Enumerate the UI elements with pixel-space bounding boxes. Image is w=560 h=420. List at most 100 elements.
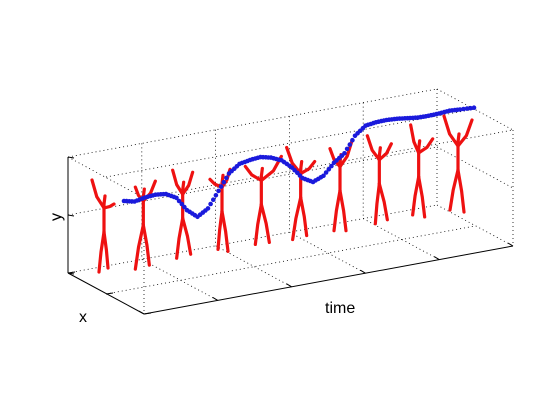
x-tick [105, 292, 114, 295]
figure-arm [171, 168, 185, 196]
figure-leg [181, 216, 193, 256]
x-tick [143, 312, 152, 315]
trajectory-point [213, 193, 219, 198]
figure-head [456, 132, 461, 144]
trajectory-point [342, 151, 347, 156]
figure-leg [175, 216, 185, 260]
figure-arm [181, 170, 195, 196]
stick-figure [328, 139, 354, 233]
trajectory-point [326, 167, 332, 172]
figure-leg [133, 223, 145, 271]
figure-leg [377, 182, 389, 222]
figure-arm [102, 202, 116, 210]
time-grid-floor [141, 259, 218, 301]
time-tick [286, 283, 292, 288]
stick-figure [171, 168, 195, 260]
top-left-edge [67, 156, 145, 199]
x-axis-label: x [79, 309, 87, 326]
figure-leg [220, 209, 230, 253]
floor-right-edge [436, 204, 514, 247]
figure-arm [90, 178, 106, 210]
trajectory-point [468, 105, 473, 111]
trajectory-point [208, 201, 213, 207]
figure-arm [442, 114, 460, 148]
figure-head [259, 166, 264, 179]
trajectory-point [205, 206, 211, 211]
figure-leg [291, 195, 303, 242]
stick-figure [442, 114, 474, 214]
trajectory-point [182, 204, 187, 210]
time-tick [212, 296, 219, 301]
figure-leg [259, 202, 271, 245]
figure-leg [373, 182, 381, 226]
figure-leg [299, 195, 309, 238]
figure-arm [417, 137, 435, 155]
y-tick [67, 214, 75, 217]
figure-arm [365, 134, 381, 162]
stick-figure [243, 154, 283, 247]
trajectory-point [211, 197, 216, 202]
figure-leg [448, 168, 460, 212]
figure-head [417, 139, 422, 151]
stick-figures [90, 114, 474, 274]
trajectory-point [216, 188, 221, 194]
trajectory-point [461, 106, 466, 112]
stick-figure [409, 123, 435, 219]
figure-arm [328, 147, 342, 169]
trajectory-point [321, 173, 326, 179]
figure-leg [332, 189, 342, 233]
figure-leg [338, 189, 348, 233]
trajectory-point [457, 107, 463, 112]
stick-figure [285, 145, 317, 242]
figure-arm [299, 159, 317, 176]
figure-leg [417, 175, 427, 219]
trajectory-point [464, 106, 470, 111]
trajectory-point [221, 179, 227, 185]
trajectory-point [179, 201, 185, 207]
trajectory-point [344, 146, 350, 152]
stick-figure [365, 134, 393, 226]
figure-arm [377, 142, 393, 162]
time-tick [433, 256, 440, 261]
trajectory-series [121, 105, 477, 220]
time-axis-line [143, 245, 514, 315]
figure-arm [456, 118, 474, 148]
axis-ticks [67, 156, 514, 315]
time-tick [507, 242, 514, 247]
figure-leg [456, 168, 466, 214]
top-front-edge [143, 129, 514, 199]
top-back-edge [67, 88, 438, 158]
trajectory-point [218, 184, 224, 189]
time-axis-label: time [325, 300, 355, 317]
figure-leg [411, 175, 421, 217]
x-tick [67, 271, 76, 274]
figure-leg [141, 223, 151, 267]
floor-mid-depth [105, 225, 476, 295]
top-mid-depth [105, 108, 476, 178]
stick-figure [90, 178, 116, 274]
figure-leg [216, 209, 224, 251]
trajectory-point [471, 105, 477, 110]
time-grid-floor [289, 231, 366, 274]
trajectory-point [174, 195, 179, 201]
back-mid-horizontal [67, 146, 438, 216]
figure-head [377, 146, 382, 158]
trajectory-point [347, 142, 353, 147]
trajectory-point [350, 137, 355, 143]
figure-arm [285, 145, 303, 176]
time-tick [360, 269, 366, 274]
figure-head [181, 180, 186, 192]
figure-arm [409, 123, 421, 155]
figure-arm [243, 164, 263, 183]
right-mid-horizontal [436, 146, 514, 189]
time-grid-lines [141, 102, 440, 301]
figure-head [299, 159, 304, 172]
time-tick [138, 310, 145, 315]
figure-head [102, 194, 107, 206]
trajectory-point [224, 175, 229, 181]
figure-leg [253, 202, 263, 247]
y-tick [67, 156, 75, 159]
trajectory-point [176, 198, 182, 204]
